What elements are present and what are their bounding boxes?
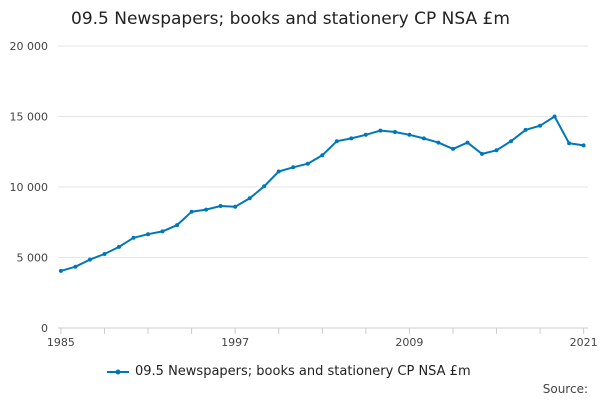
axes — [58, 327, 588, 334]
data-point — [407, 132, 412, 137]
x-tick-label: 1985 — [47, 336, 75, 349]
data-point — [291, 165, 296, 170]
data-point — [363, 132, 368, 137]
x-tick-label: 1997 — [221, 336, 249, 349]
data-point — [204, 207, 209, 212]
chart-title: 09.5 Newspapers; books and stationery CP… — [71, 9, 510, 29]
data-point — [175, 223, 180, 228]
y-axis-tick-labels: 0 5 000 10 000 15 000 20 000 — [10, 40, 49, 335]
data-point — [392, 130, 397, 134]
data-point — [131, 235, 136, 240]
y-tick-label: 15 000 — [10, 111, 49, 124]
data-point — [160, 229, 165, 234]
data-point — [552, 114, 557, 119]
y-tick-label: 10 000 — [10, 181, 49, 194]
data-point — [523, 127, 528, 132]
data-point — [247, 196, 252, 201]
data-point — [276, 169, 281, 174]
source-label: Source: — [542, 382, 588, 396]
data-point — [146, 232, 150, 237]
data-point — [73, 264, 78, 269]
series-line — [60, 115, 584, 272]
data-point — [567, 141, 572, 146]
data-point — [480, 151, 484, 156]
y-tick-label: 0 — [41, 322, 48, 335]
legend-label: 09.5 Newspapers; books and stationery CP… — [135, 364, 471, 379]
data-point — [581, 143, 586, 148]
data-point — [117, 244, 121, 249]
data-point — [218, 204, 223, 208]
data-point — [538, 123, 543, 128]
data-point — [87, 257, 92, 262]
data-point — [436, 140, 441, 145]
x-axis-tick-labels: 1985 1997 2009 2021 — [47, 336, 598, 349]
data-point — [349, 136, 354, 141]
legend[interactable]: 09.5 Newspapers; books and stationery CP… — [107, 364, 471, 379]
data-point — [320, 153, 325, 158]
data-point — [58, 268, 63, 273]
y-tick-label: 5 000 — [17, 252, 49, 265]
data-point — [189, 209, 194, 214]
data-point — [494, 148, 499, 153]
data-point — [509, 139, 513, 144]
data-point — [233, 204, 238, 209]
data-point — [378, 128, 383, 133]
series-layer — [58, 114, 586, 273]
data-point — [102, 252, 107, 256]
data-point — [421, 136, 426, 141]
legend-swatch — [107, 369, 129, 374]
grid-lines — [58, 45, 588, 258]
data-point — [334, 139, 339, 144]
data-point — [262, 184, 267, 189]
y-tick-label: 20 000 — [10, 40, 49, 53]
data-point — [305, 161, 310, 166]
data-point — [451, 146, 455, 151]
x-tick-label: 2021 — [570, 336, 598, 349]
x-tick-label: 2009 — [395, 336, 423, 349]
data-point — [465, 140, 470, 145]
